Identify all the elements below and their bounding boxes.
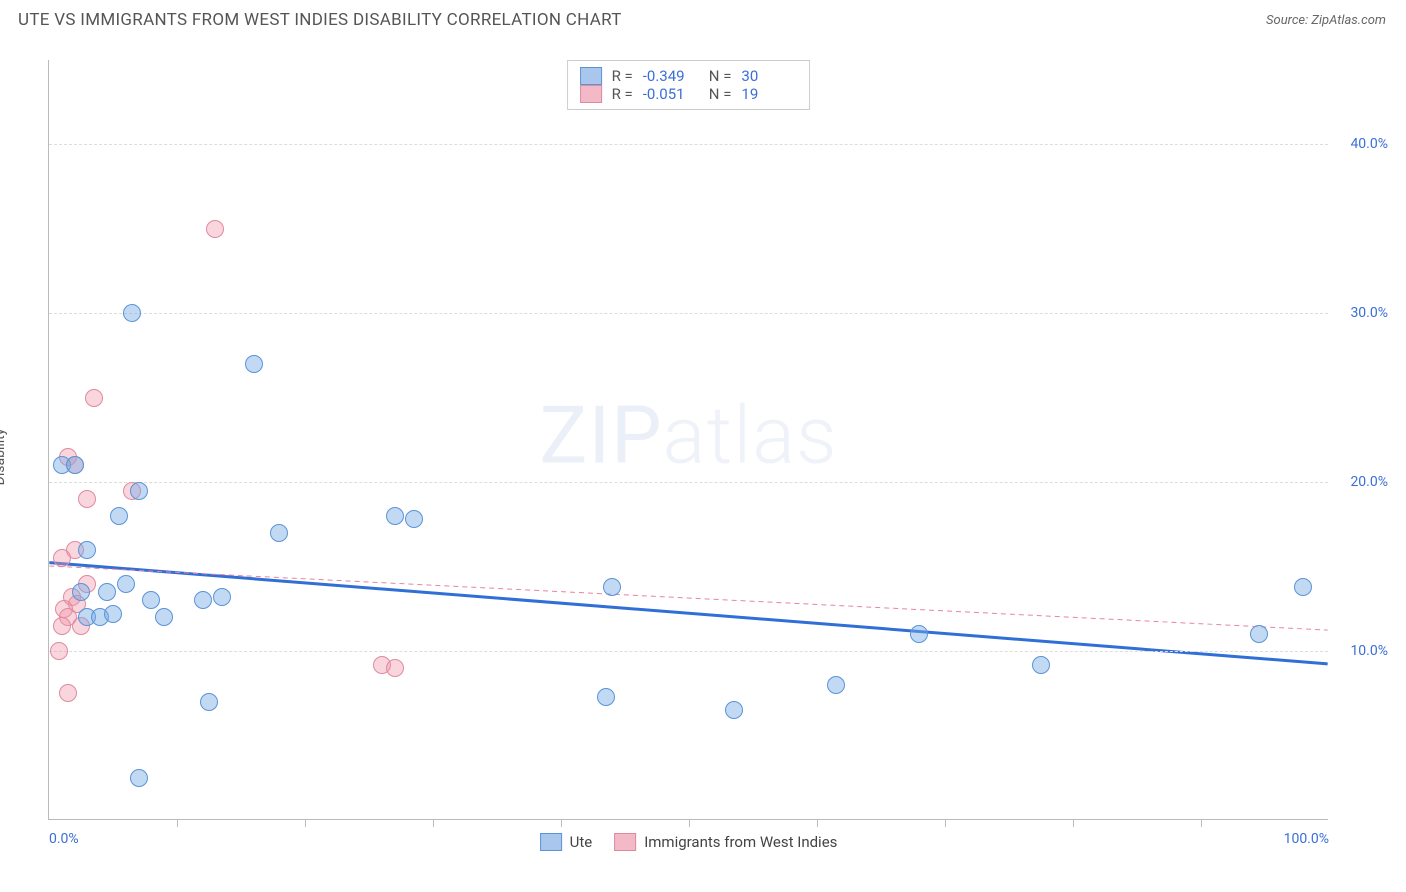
legend-stat-label: N = <box>709 67 732 85</box>
data-point <box>142 591 160 609</box>
data-point <box>200 693 218 711</box>
gridline-h <box>49 313 1328 314</box>
data-point <box>130 769 148 787</box>
data-point <box>597 688 615 706</box>
source-attribution: Source: ZipAtlas.com <box>1266 13 1386 28</box>
legend-row: R = -0.349 N = 30 <box>580 67 798 85</box>
x-tick <box>305 819 306 827</box>
data-point <box>53 549 71 567</box>
gridline-h <box>49 144 1328 145</box>
legend-row: R = -0.051 N = 19 <box>580 85 798 103</box>
data-point <box>603 578 621 596</box>
data-point <box>110 507 128 525</box>
legend-swatch <box>540 833 562 851</box>
data-point <box>910 625 928 643</box>
x-tick <box>945 819 946 827</box>
legend-item: Ute <box>540 833 593 851</box>
series-legend: Ute Immigrants from West Indies <box>540 833 838 851</box>
trend-lines <box>49 60 1328 819</box>
gridline-h <box>49 482 1328 483</box>
data-point <box>386 507 404 525</box>
data-point <box>270 524 288 542</box>
data-point <box>245 355 263 373</box>
data-point <box>1250 625 1268 643</box>
x-tick-label: 100.0% <box>1284 831 1329 847</box>
data-point <box>386 659 404 677</box>
data-point <box>66 456 84 474</box>
data-point <box>59 684 77 702</box>
x-tick <box>177 819 178 827</box>
legend-item: Immigrants from West Indies <box>614 833 837 851</box>
gridline-h <box>49 651 1328 652</box>
trend-line <box>49 563 1327 664</box>
correlation-legend: R = -0.349 N = 30 R = -0.051 N = 19 <box>567 60 811 110</box>
legend-series-name: Ute <box>570 833 593 851</box>
data-point <box>50 642 68 660</box>
data-point <box>1294 578 1312 596</box>
x-tick <box>561 819 562 827</box>
data-point <box>725 701 743 719</box>
x-tick <box>689 819 690 827</box>
data-point <box>213 588 231 606</box>
legend-stat-label: R = <box>612 85 633 103</box>
watermark: ZIPatlas <box>539 388 837 482</box>
legend-series-name: Immigrants from West Indies <box>644 833 837 851</box>
scatter-chart: Disability ZIPatlas R =-0.349N =30R =-0.… <box>18 42 1388 872</box>
x-tick-label: 0.0% <box>49 831 79 847</box>
y-tick-label: 20.0% <box>1350 474 1388 490</box>
data-point <box>155 608 173 626</box>
data-point <box>53 617 71 635</box>
x-tick <box>817 819 818 827</box>
data-point <box>117 575 135 593</box>
data-point <box>78 490 96 508</box>
data-point <box>104 605 122 623</box>
legend-r-value: -0.051 <box>643 85 699 103</box>
plot-area: ZIPatlas R =-0.349N =30R =-0.051N =19 Ut… <box>48 60 1328 820</box>
data-point <box>206 220 224 238</box>
legend-swatch <box>614 833 636 851</box>
legend-swatch <box>580 67 602 85</box>
data-point <box>130 482 148 500</box>
legend-stat-label: R = <box>612 67 633 85</box>
data-point <box>194 591 212 609</box>
chart-header: UTE VS IMMIGRANTS FROM WEST INDIES DISAB… <box>0 0 1406 30</box>
x-tick <box>1073 819 1074 827</box>
x-tick <box>433 819 434 827</box>
data-point <box>85 389 103 407</box>
y-tick-label: 10.0% <box>1350 643 1388 659</box>
data-point <box>405 510 423 528</box>
legend-n-value: 30 <box>741 67 797 85</box>
legend-n-value: 19 <box>741 85 797 103</box>
legend-stat-label: N = <box>709 85 732 103</box>
y-axis-label: Disability <box>0 429 8 486</box>
data-point <box>72 583 90 601</box>
trend-line <box>49 566 1327 630</box>
chart-title: UTE VS IMMIGRANTS FROM WEST INDIES DISAB… <box>18 10 622 30</box>
data-point <box>123 304 141 322</box>
x-tick <box>1201 819 1202 827</box>
data-point <box>827 676 845 694</box>
data-point <box>1032 656 1050 674</box>
data-point <box>78 541 96 559</box>
legend-swatch <box>580 85 602 103</box>
data-point <box>98 583 116 601</box>
y-tick-label: 40.0% <box>1350 136 1388 152</box>
y-tick-label: 30.0% <box>1350 305 1388 321</box>
legend-r-value: -0.349 <box>643 67 699 85</box>
